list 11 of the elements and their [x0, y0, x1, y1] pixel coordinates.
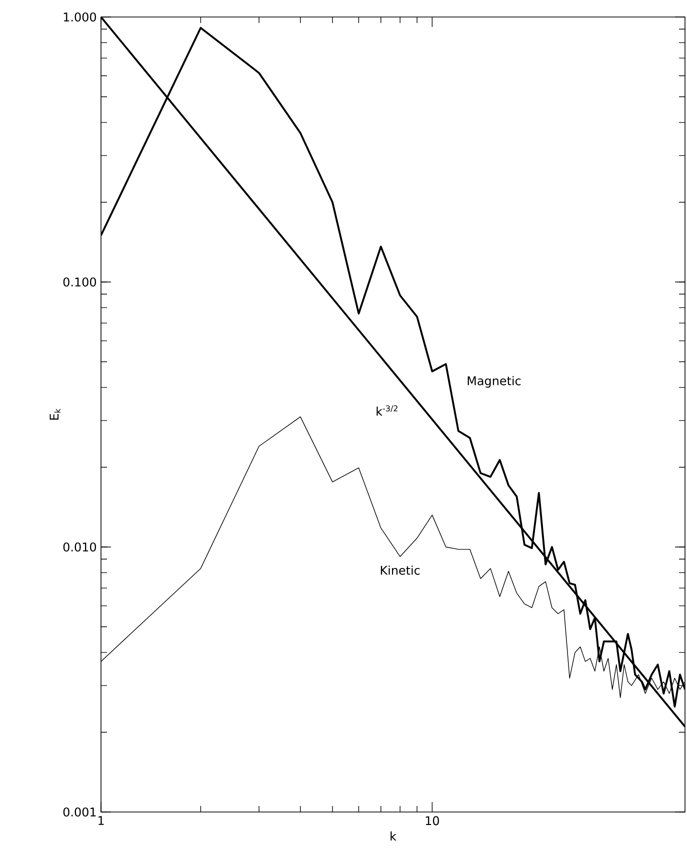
- y-tick-label: 1.000: [64, 12, 96, 22]
- y-tick-label: 0.100: [63, 277, 96, 287]
- y-tick-label: 0.001: [63, 807, 96, 817]
- x-tick-label: 10: [426, 816, 439, 826]
- series-label: k$^{-3/2}$: [376, 405, 398, 416]
- x-axis-title: k: [390, 831, 396, 840]
- series-label: Magnetic: [468, 376, 521, 388]
- x-tick-label: 1: [98, 816, 104, 825]
- series-label: Kinetic: [380, 566, 420, 575]
- y-axis-title: E$_{k}$: [50, 408, 60, 420]
- y-tick-label: 0.010: [63, 542, 96, 552]
